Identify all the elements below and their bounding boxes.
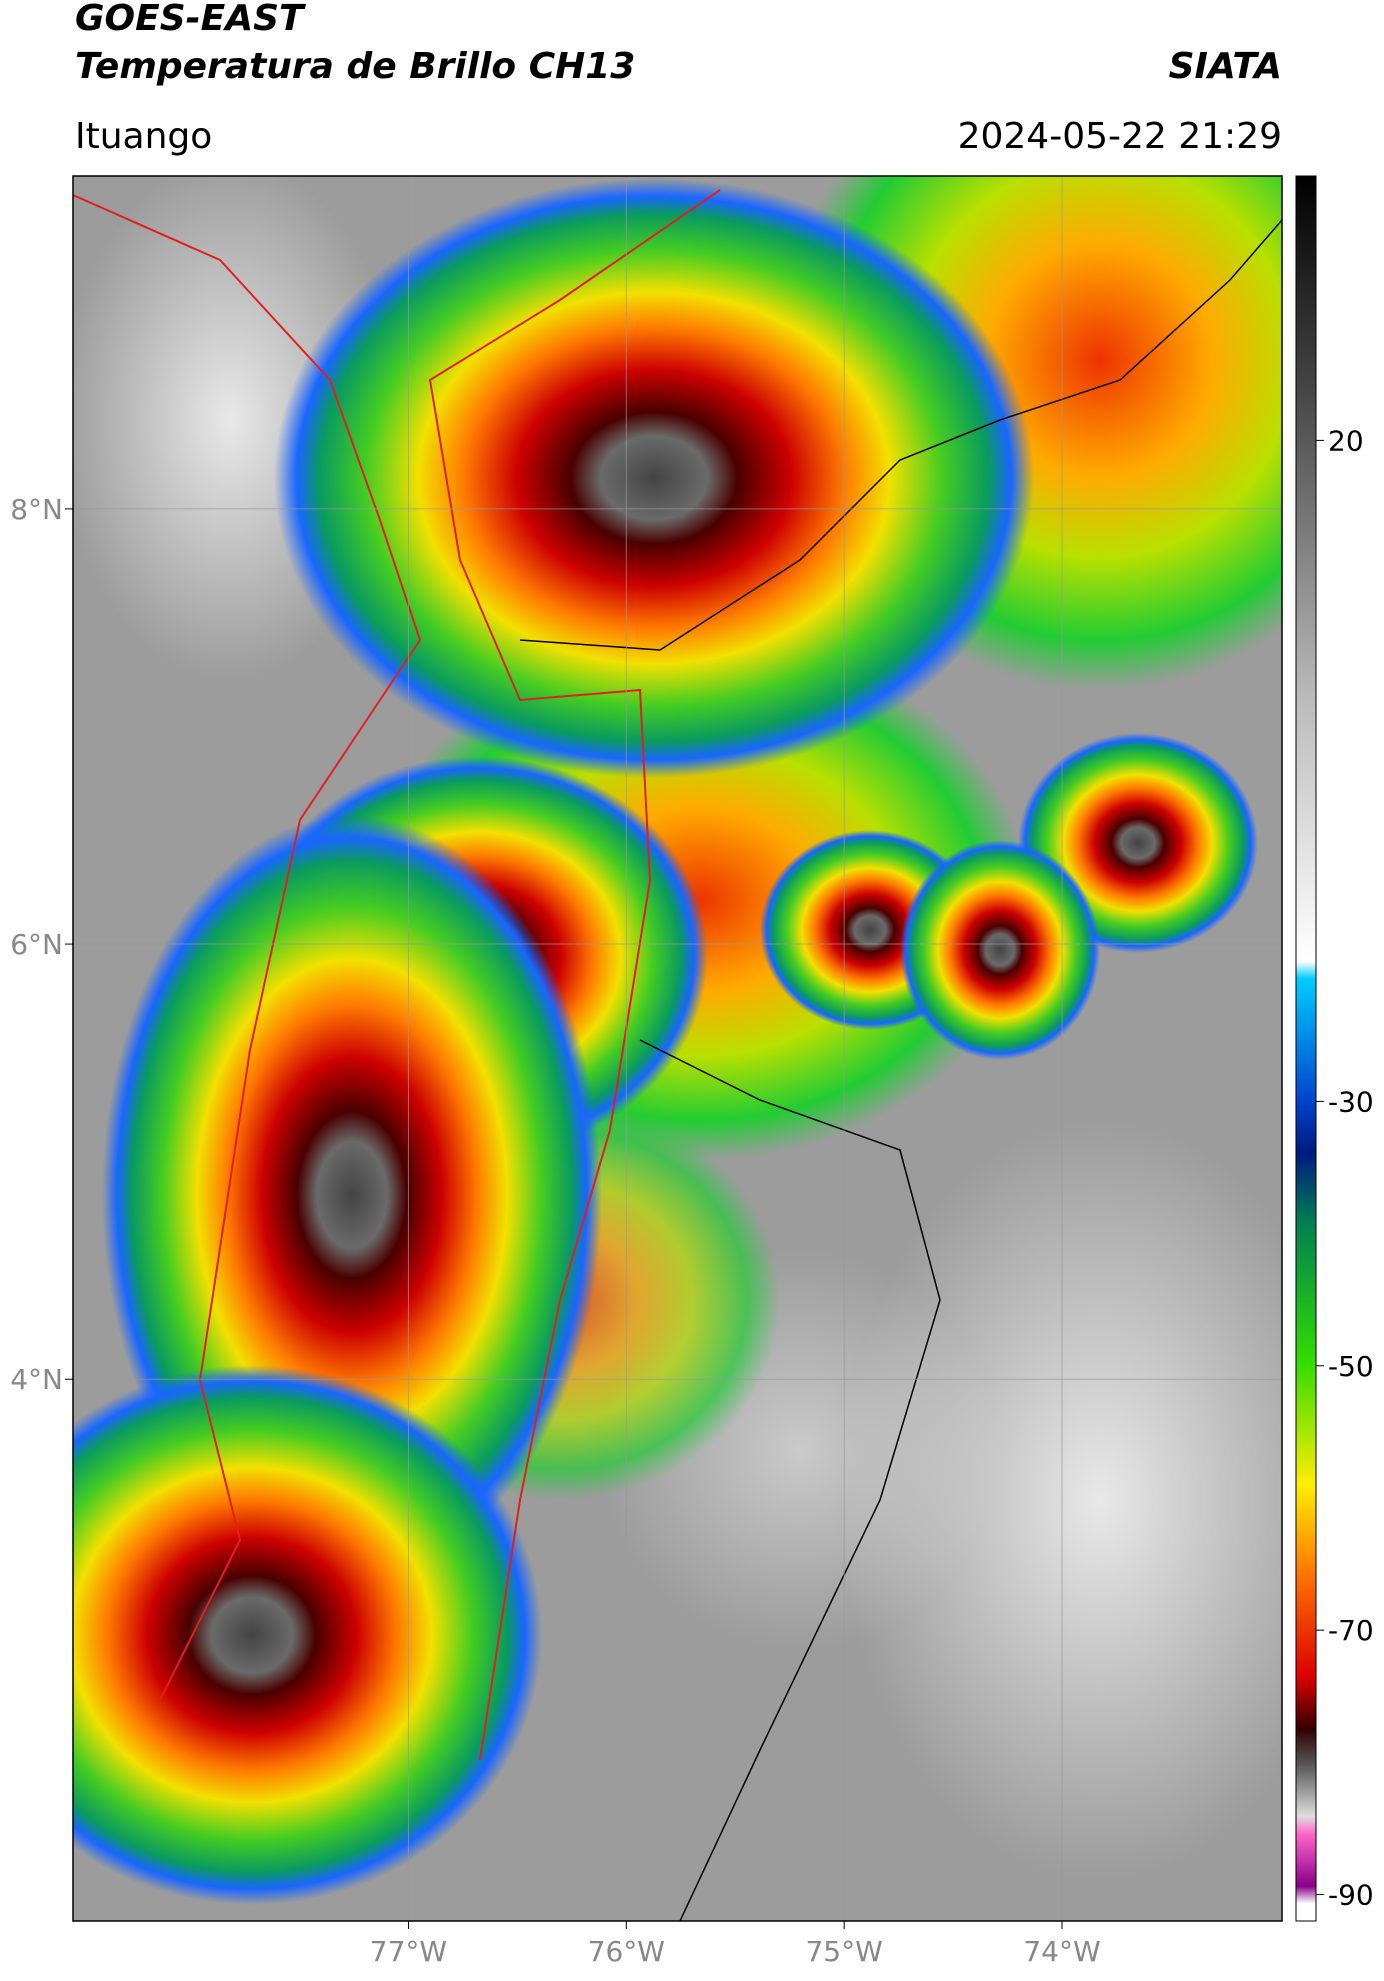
source: SIATA xyxy=(1169,46,1282,87)
colorbar xyxy=(1295,175,1317,1922)
y-tick-label: 8°N xyxy=(10,493,63,526)
storm xyxy=(73,1365,542,1905)
x-tick-label: 76°W xyxy=(588,1935,665,1968)
border xyxy=(73,194,422,1701)
x-tick-label: 77°W xyxy=(370,1935,447,1968)
title: GOES-EAST xyxy=(75,0,306,39)
satellite-image xyxy=(73,176,1282,1921)
colorbar-tick-label: -70 xyxy=(1328,1614,1374,1647)
colorbar-tick-label: -90 xyxy=(1328,1879,1374,1912)
map-frame xyxy=(72,175,1283,1922)
x-tick-label: 75°W xyxy=(805,1935,882,1968)
cloud xyxy=(840,1120,1282,1880)
graticule xyxy=(65,176,1282,1929)
y-tick-label: 6°N xyxy=(10,928,63,961)
colorbar-tick-label: -30 xyxy=(1328,1085,1374,1118)
border xyxy=(428,189,721,1761)
border xyxy=(519,219,1282,651)
subtitle: Temperatura de Brillo CH13 xyxy=(75,46,635,87)
colorbar-tick-label: -50 xyxy=(1328,1350,1374,1383)
datetime: 2024-05-22 21:29 xyxy=(958,116,1282,157)
y-tick-label: 4°N xyxy=(10,1363,63,1396)
location: Ituango xyxy=(75,116,212,157)
x-tick-label: 74°W xyxy=(1023,1935,1100,1968)
storm xyxy=(900,840,1100,1060)
border xyxy=(639,1039,941,1921)
colorbar-tick-label: 20 xyxy=(1328,424,1364,457)
